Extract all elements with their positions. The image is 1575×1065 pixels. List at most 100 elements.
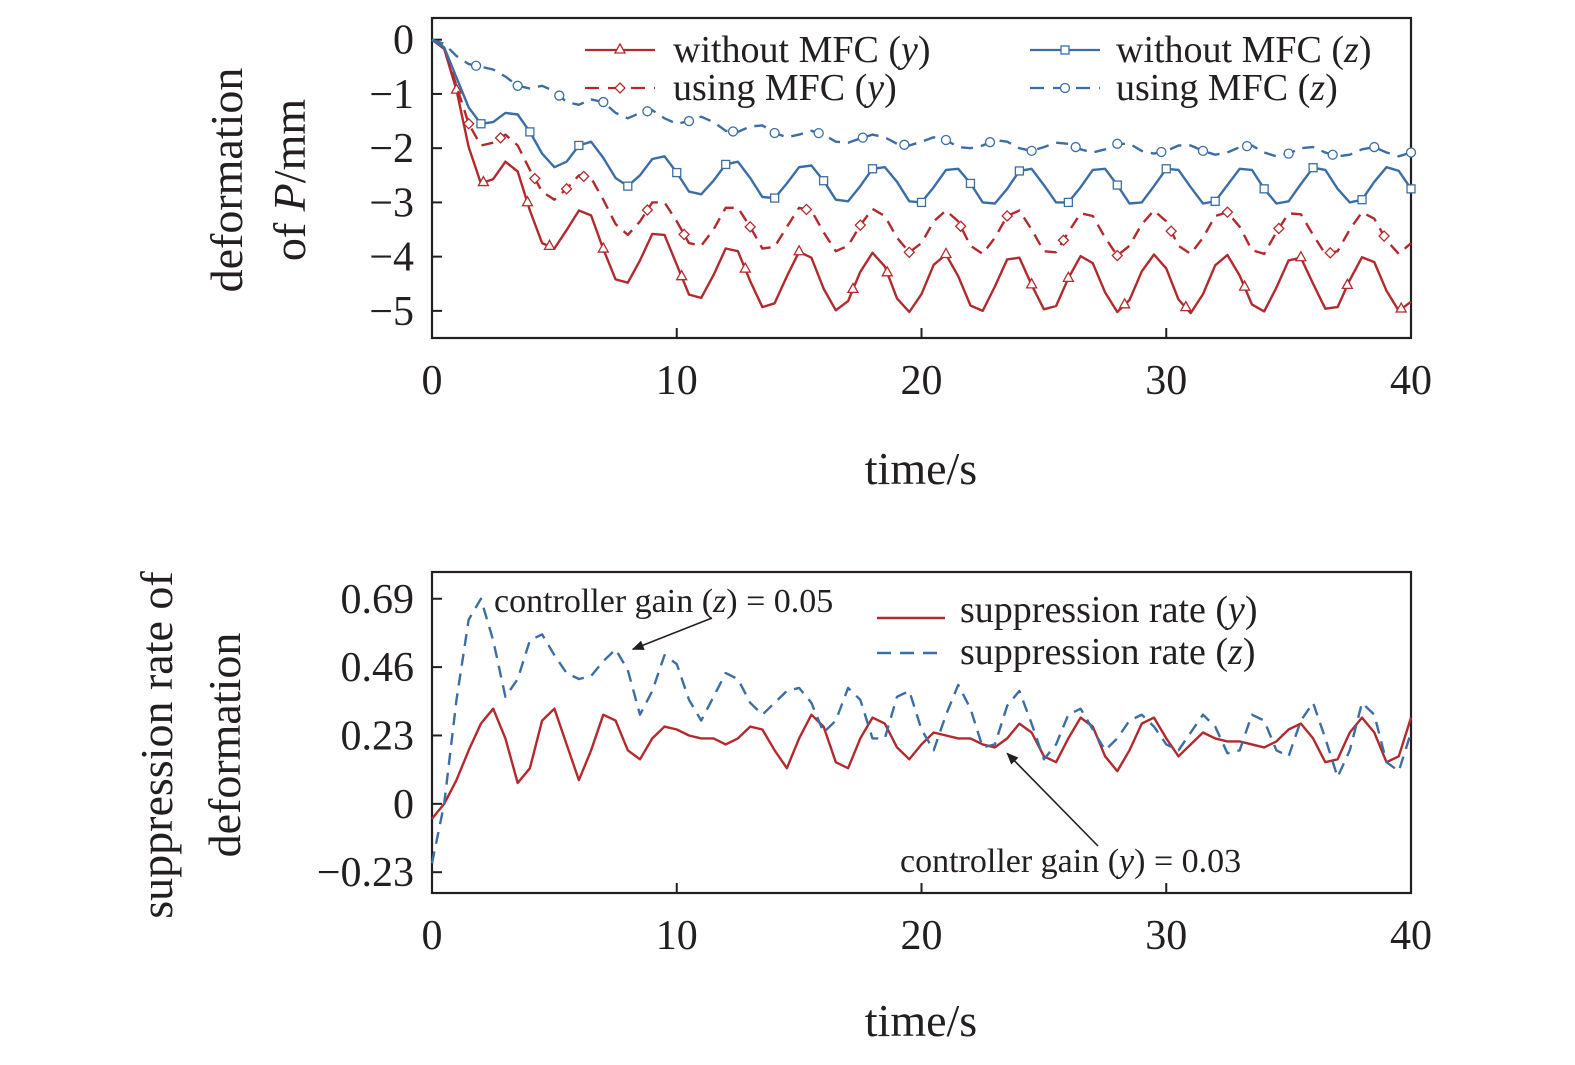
deformation-chart-marker-diamond	[1272, 222, 1285, 235]
deformation-chart-y-tick-label: −5	[369, 289, 414, 335]
deformation-chart-marker-triangle	[739, 261, 752, 273]
deformation-chart-x-tick-label: 10	[656, 358, 698, 404]
suppression-chart-series	[430, 597, 1413, 864]
legend-entry-without-mfc-y: without MFC (y)	[585, 29, 931, 71]
svg-text:using MFC (y): using MFC (y)	[673, 67, 897, 109]
suppression-chart-y-tick-label: 0	[393, 782, 414, 828]
suppression-chart-y-tick-label: 0.23	[341, 713, 415, 759]
deformation-chart-marker-square	[672, 167, 682, 178]
deformation-chart-marker-circle	[769, 127, 780, 139]
deformation-chart-marker-circle	[1327, 149, 1338, 160]
deformation-chart-marker-triangle	[1395, 301, 1408, 313]
deformation-chart-marker-square	[574, 140, 584, 151]
deformation-chart-marker-triangle	[1025, 277, 1038, 289]
suppression-chart-y-tick-label: 0.69	[341, 577, 415, 623]
legend-entry-suppression-z: suppression rate (z)	[877, 631, 1256, 673]
deformation-chart-marker-triangle	[881, 265, 894, 277]
deformation-chart-axes: 0 10 20 30 40 0 −1 −2 −3 −4 −5	[369, 16, 1432, 404]
deformation-chart-marker-circle	[683, 115, 695, 127]
deformation-chart-marker-square	[1112, 180, 1122, 190]
deformation-chart-series	[431, 38, 1417, 315]
deformation-chart-marker-circle	[1112, 138, 1123, 149]
deformation-chart-marker-diamond	[903, 246, 916, 259]
deformation-chart-marker-circle	[598, 96, 609, 108]
deformation-chart-marker-square	[1014, 166, 1025, 176]
deformation-chart-marker-triangle	[939, 247, 953, 259]
deformation-chart-marker-triangle	[1118, 297, 1131, 309]
deformation-chart-y-tick-label: 0	[393, 18, 414, 64]
deformation-chart-marker-square	[525, 127, 535, 137]
suppression-chart-x-tick-label: 40	[1390, 913, 1432, 959]
deformation-chart-marker-diamond	[954, 220, 967, 233]
svg-text:controller gain (z) = 0.05: controller gain (z) = 0.05	[494, 583, 833, 620]
deformation-chart-xlabel: time/s	[865, 443, 977, 494]
deformation-chart-marker-triangle	[675, 269, 688, 281]
annotation-arrow	[631, 617, 713, 651]
deformation-chart-marker-diamond	[800, 203, 813, 216]
legend-entry-using-mfc-y: using MFC (y)	[585, 67, 897, 109]
deformation-chart-marker-circle	[813, 127, 824, 139]
deformation-chart-marker-square	[1210, 196, 1220, 206]
deformation-chart-marker-square	[1259, 184, 1269, 194]
deformation-chart-marker-square	[916, 197, 927, 208]
deformation-chart-marker-diamond	[1001, 210, 1014, 222]
deformation-chart-marker-circle	[1197, 145, 1209, 157]
suppression-chart-xlabel: time/s	[865, 995, 977, 1046]
annotation-arrows	[631, 617, 1099, 847]
deformation-chart-marker-diamond	[641, 204, 654, 216]
deformation-chart-marker-diamond	[744, 220, 757, 233]
svg-text:without MFC (y): without MFC (y)	[673, 29, 931, 71]
deformation-chart-marker-diamond	[854, 219, 867, 232]
deformation-chart-marker-triangle	[543, 239, 556, 250]
deformation-chart-marker-circle	[554, 90, 565, 101]
deformation-chart-marker-circle	[1405, 147, 1417, 158]
deformation-chart-marker-circle	[727, 126, 739, 137]
svg-text:controller gain (y) = 0.03: controller gain (y) = 0.03	[900, 843, 1241, 880]
deformation-chart-marker-square	[1161, 164, 1171, 174]
deformation-chart-legend: without MFC (y) using MFC (y) without MF…	[585, 29, 1372, 109]
deformation-chart-marker-diamond	[1221, 206, 1234, 219]
deformation-chart-marker-square	[721, 159, 731, 170]
deformation-chart-marker-circle	[1070, 141, 1081, 153]
deformation-chart-marker-circle	[940, 134, 952, 146]
deformation-chart-marker-triangle	[1341, 278, 1354, 290]
suppression-chart-x-tick-label: 10	[656, 913, 698, 959]
deformation-chart-ylabel-line1: deformation	[201, 68, 252, 293]
deformation-chart-y-tick-label: −3	[369, 180, 414, 226]
legend-entry-suppression-y: suppression rate (y)	[877, 589, 1258, 631]
deformation-chart-marker-square	[1357, 195, 1367, 205]
deformation-chart-marker-triangle	[846, 282, 860, 294]
deformation-chart-marker-diamond	[678, 228, 691, 241]
deformation-chart-y-tick-label: −2	[369, 126, 414, 172]
deformation-chart-marker-diamond	[1378, 230, 1390, 242]
suppression-chart: 0 10 20 30 400.690.460.230−0.23 suppression …	[131, 571, 1432, 1046]
deformation-chart-marker-circle	[984, 137, 996, 148]
deformation-chart-marker-circle	[642, 106, 653, 117]
deformation-chart-marker-square	[476, 119, 486, 129]
deformation-chart-marker-diamond	[1057, 234, 1070, 247]
deformation-chart-marker-triangle	[521, 195, 534, 207]
suppression-chart-legend: suppression rate (y) suppression rate (z…	[877, 589, 1258, 673]
deformation-chart-marker-triangle	[793, 244, 806, 256]
deformation-chart-series-line-y-0	[431, 38, 1412, 315]
deformation-chart-marker-square	[867, 164, 878, 174]
deformation-chart-marker-circle	[512, 80, 523, 91]
deformation-chart-marker-triangle	[1179, 300, 1192, 312]
annotation-controller-gain-y: controller gain (y) = 0.03	[900, 843, 1241, 880]
deformation-chart-marker-circle	[1026, 145, 1037, 157]
deformation-chart-marker-triangle	[597, 241, 610, 253]
deformation-chart-marker-circle	[1241, 140, 1253, 152]
suppression-chart-ylabel-line2: deformation	[199, 633, 250, 858]
deformation-chart-marker-circle	[899, 139, 910, 150]
deformation-chart-marker-triangle	[1062, 271, 1075, 282]
deformation-chart: 0 10 20 30 40 0 −1 −2 −3 −4 −5 deformation of P/mm…	[201, 16, 1432, 494]
suppression-chart-y-tick-label: 0.46	[341, 645, 415, 691]
deformation-chart-x-tick-label: 30	[1145, 358, 1187, 404]
deformation-chart-marker-diamond	[560, 182, 573, 195]
suppression-chart-series-line-y-0	[431, 707, 1413, 820]
deformation-chart-marker-triangle	[1294, 250, 1307, 262]
suppression-chart-axes: 0 10 20 30 400.690.460.230−0.23	[317, 570, 1432, 959]
deformation-chart-y-tick-label: −1	[369, 72, 414, 118]
legend-entry-without-mfc-z: without MFC (z)	[1030, 29, 1372, 71]
